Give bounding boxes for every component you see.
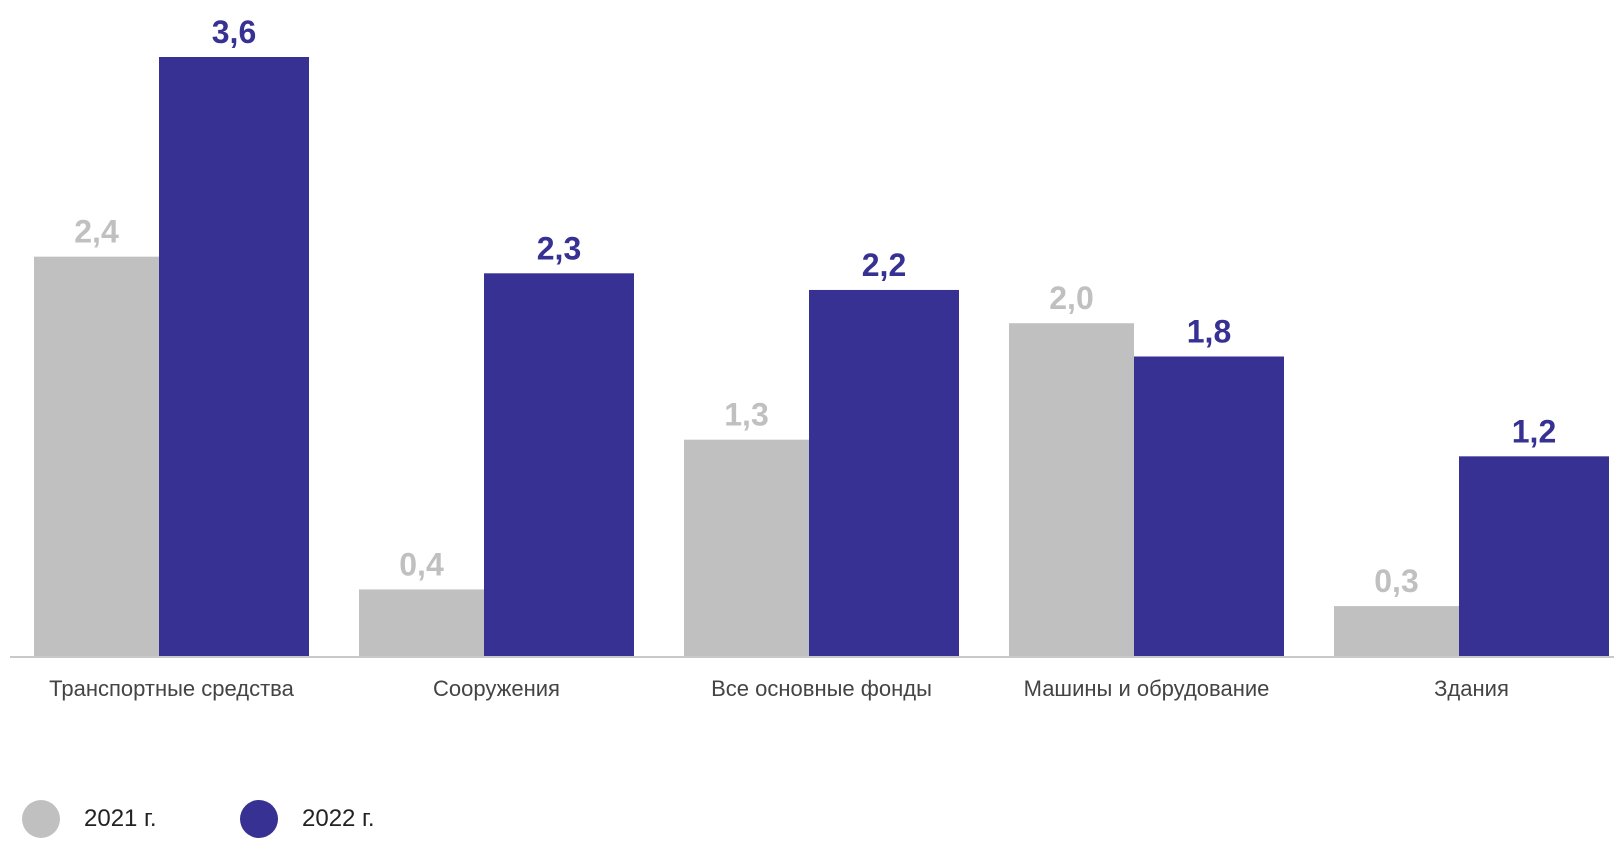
bar-2021-cat-1 (34, 256, 159, 656)
bar-chart: 2,4 3,6 Транспортные средства 0,4 2,3 Сооруже… (10, 14, 1614, 701)
data-label-2021-cat-4: 2,0 (1049, 280, 1093, 316)
category-label-cat-2: Сооружения (433, 676, 560, 701)
legend-swatch-2022 (240, 800, 278, 838)
data-label-2022-cat-2: 2,3 (537, 230, 581, 266)
bar-2021-cat-4 (1009, 323, 1134, 656)
data-label-2022-cat-3: 2,2 (862, 247, 906, 283)
legend-item-2022: 2022 г. (240, 800, 375, 838)
data-label-2022-cat-5: 1,2 (1512, 413, 1556, 449)
bar-2022-cat-2 (484, 273, 634, 656)
bar-2022-cat-4 (1134, 356, 1284, 656)
bar-2022-cat-3 (809, 289, 959, 656)
bar-2021-cat-2 (359, 589, 484, 656)
category-label-cat-4: Машины и обрудование (1024, 676, 1270, 701)
bar-2022-cat-1 (159, 57, 309, 656)
data-label-2021-cat-1: 2,4 (74, 214, 119, 250)
data-label-2021-cat-5: 0,3 (1374, 563, 1418, 599)
legend-label-2022: 2022 г. (302, 805, 375, 832)
data-label-2021-cat-3: 1,3 (724, 397, 768, 433)
bar-2021-cat-5 (1334, 606, 1459, 656)
data-label-2022-cat-4: 1,8 (1187, 314, 1231, 350)
category-label-cat-5: Здания (1434, 676, 1509, 701)
bar-2021-cat-3 (684, 439, 809, 656)
category-label-cat-1: Транспортные средства (49, 676, 294, 701)
legend-label-2021: 2021 г. (84, 805, 157, 832)
category-label-cat-3: Все основные фонды (711, 676, 932, 701)
data-label-2021-cat-2: 0,4 (399, 546, 444, 582)
data-label-2022-cat-1: 3,6 (212, 14, 256, 50)
bar-2022-cat-5 (1459, 456, 1609, 656)
legend-item-2021: 2021 г. (22, 800, 157, 838)
legend-swatch-2021 (22, 800, 60, 838)
